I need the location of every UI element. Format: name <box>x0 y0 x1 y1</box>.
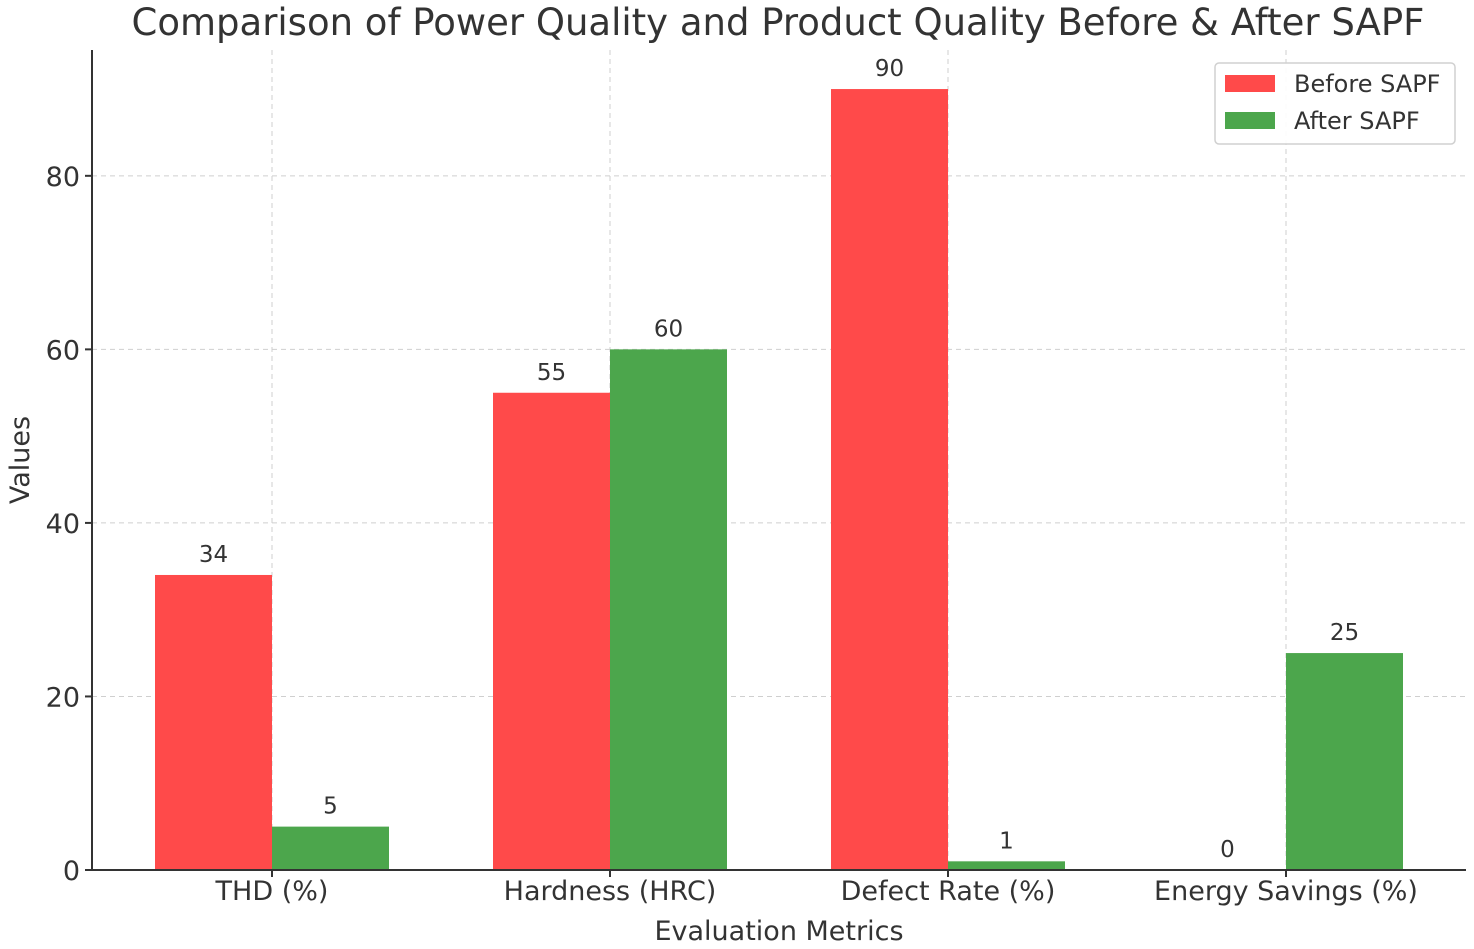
y-axis-label: Values <box>5 416 36 504</box>
legend-swatch <box>1225 112 1275 129</box>
data-label: 55 <box>537 360 566 386</box>
x-tick-label: Hardness (HRC) <box>504 876 717 907</box>
y-tick-label: 0 <box>63 856 80 887</box>
data-label: 5 <box>323 794 338 820</box>
y-tick-label: 20 <box>46 682 80 713</box>
chart-title: Comparison of Power Quality and Product … <box>132 1 1425 44</box>
data-label: 90 <box>875 56 904 82</box>
x-axis-label: Evaluation Metrics <box>654 916 903 947</box>
legend-swatch <box>1225 75 1275 92</box>
x-tick-label: Energy Savings (%) <box>1154 876 1418 907</box>
data-label: 60 <box>654 316 683 342</box>
bar-before-sapf <box>831 89 948 871</box>
axes <box>85 50 1466 877</box>
data-label: 1 <box>999 828 1014 854</box>
x-tick-label: THD (%) <box>215 876 329 907</box>
bar-after-sapf <box>272 826 389 870</box>
tick-labels: 0 20 40 60 80 THD (%) Hardness (HRC) Defect Rat… <box>46 162 1418 907</box>
bars <box>155 89 1403 871</box>
y-tick-label: 80 <box>46 162 80 193</box>
bar-before-sapf <box>493 392 610 870</box>
legend-label: Before SAPF <box>1294 70 1440 98</box>
y-tick-label: 60 <box>46 335 80 366</box>
data-label: 34 <box>199 542 228 568</box>
bar-after-sapf <box>610 349 727 870</box>
bar-after-sapf <box>948 861 1065 870</box>
data-labels: 34 55 90 0 5 60 1 25 <box>199 56 1359 863</box>
bar-after-sapf <box>1286 653 1403 870</box>
legend-label: After SAPF <box>1294 107 1420 135</box>
data-label: 25 <box>1330 620 1359 646</box>
legend: Before SAPF After SAPF <box>1214 62 1456 145</box>
bar-before-sapf <box>155 574 272 870</box>
data-label: 0 <box>1220 837 1235 863</box>
gridlines <box>92 50 1466 870</box>
y-tick-label: 40 <box>46 509 80 540</box>
x-tick-label: Defect Rate (%) <box>841 876 1056 907</box>
